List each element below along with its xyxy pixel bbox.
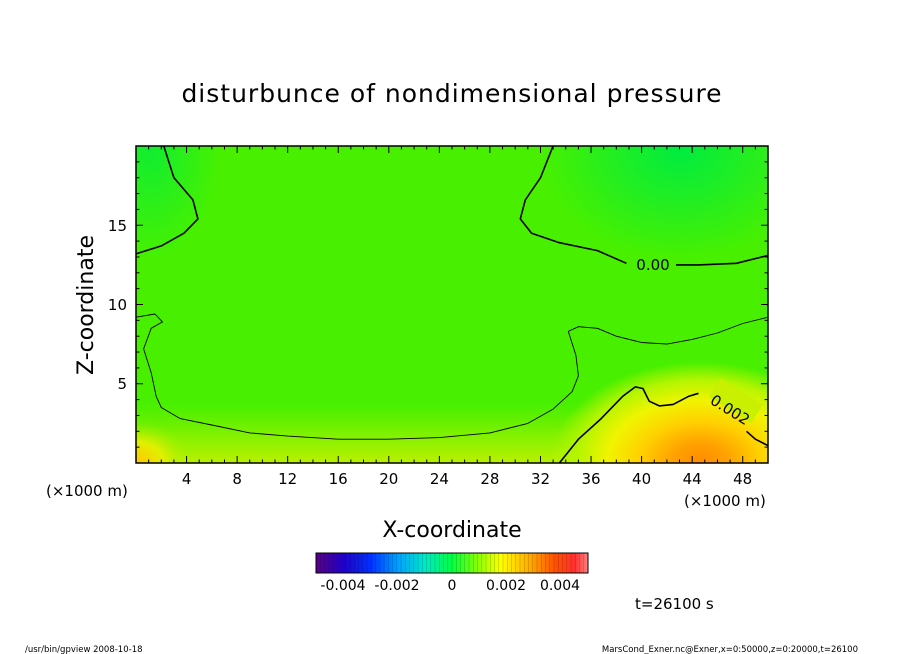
colorbar: -0.004 -0.002 0 0.002 0.004 — [315, 552, 589, 594]
y-tick-label: 15 — [108, 217, 127, 235]
contour-line — [136, 313, 768, 440]
contour-label-zero: 0.00 — [636, 256, 669, 274]
time-label: t=26100 s — [635, 595, 714, 613]
x-tick-labels: 4 8 12 16 20 24 28 32 36 40 44 48 — [182, 470, 752, 488]
footer-left: /usr/bin/gpview 2008-10-18 — [25, 645, 143, 654]
colorbar-tick-label: 0.004 — [540, 578, 580, 594]
y-tick-labels: 5 10 15 — [108, 217, 127, 393]
y-tick-label: 5 — [117, 375, 127, 393]
x-tick-label: 4 — [182, 470, 192, 488]
y-tick-label: 10 — [108, 296, 127, 314]
contour-line — [666, 254, 768, 266]
chart-title: disturbunce of nondimensional pressure — [181, 79, 722, 108]
colorbar-tick-label: -0.002 — [374, 578, 419, 594]
x-tick-label: 16 — [329, 470, 348, 488]
contour-line — [745, 430, 768, 447]
colorbar-gradient — [316, 553, 588, 573]
x-tick-label: 28 — [480, 470, 499, 488]
x-unit-label-right: (×1000 m) — [684, 492, 766, 510]
x-tick-label: 48 — [733, 470, 752, 488]
x-axis-title: X-coordinate — [382, 518, 521, 543]
x-tick-label: 8 — [232, 470, 242, 488]
x-tick-label: 36 — [581, 470, 600, 488]
contour-line — [558, 386, 699, 463]
x-tick-label: 32 — [531, 470, 550, 488]
colorbar-tick-label: 0 — [448, 578, 457, 594]
x-tick-label: 40 — [632, 470, 651, 488]
contour-line — [136, 146, 199, 255]
footer-right: MarsCond_Exner.nc@Exner,x=0:50000,z=0:20… — [602, 645, 858, 654]
colorbar-tick-label: -0.004 — [320, 578, 365, 594]
x-tick-label: 44 — [683, 470, 702, 488]
x-unit-label-left: (×1000 m) — [46, 482, 128, 500]
x-tick-label: 12 — [278, 470, 297, 488]
contour-lines — [136, 146, 768, 463]
x-tick-label: 20 — [379, 470, 398, 488]
contour-line — [519, 146, 627, 265]
axis-ticks — [135, 145, 769, 464]
pressure-field — [136, 146, 768, 463]
y-axis-title: Z-coordinate — [74, 235, 99, 375]
colorbar-tick-label: 0.002 — [486, 578, 526, 594]
x-tick-label: 24 — [430, 470, 449, 488]
colorbar-divisions — [320, 553, 584, 573]
